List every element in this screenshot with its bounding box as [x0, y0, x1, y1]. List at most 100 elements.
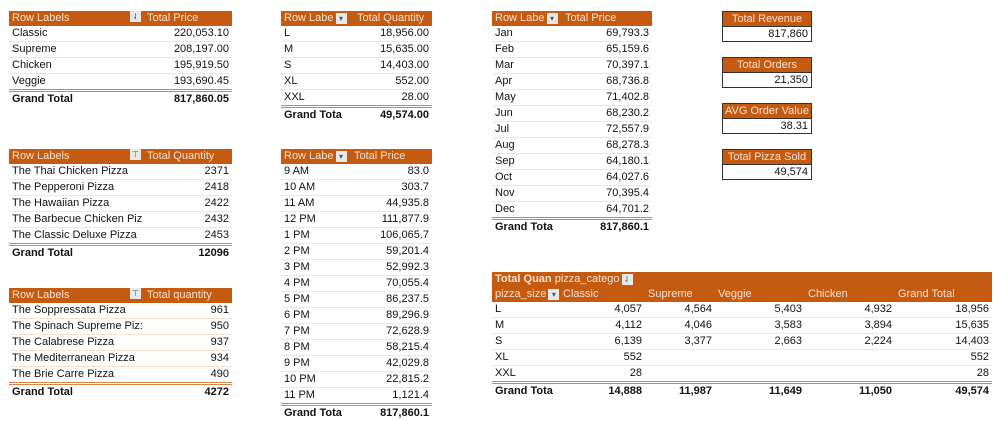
row-value[interactable]: 195,919.50 [144, 58, 232, 74]
grand-total-value[interactable]: 817,860.1 [351, 405, 432, 421]
dropdown-icon[interactable]: ▾ [547, 13, 558, 24]
row-label[interactable]: M [492, 318, 560, 334]
row-label[interactable]: 1 PM [281, 228, 351, 244]
cell-value[interactable]: 15,635 [895, 318, 992, 334]
row-label[interactable]: The Brie Carre Pizza [9, 367, 144, 384]
row-labels-header[interactable]: Row Labe▾ [281, 11, 354, 26]
row-value[interactable]: 14,403.00 [354, 58, 432, 74]
row-label[interactable]: Jul [492, 122, 562, 138]
row-value[interactable]: 303.7 [351, 180, 432, 196]
row-label[interactable]: The Mediterranean Pizza [9, 351, 144, 367]
row-value[interactable]: 208,197.00 [144, 42, 232, 58]
row-value[interactable]: 68,736.8 [562, 74, 652, 90]
cell-value[interactable] [715, 350, 805, 366]
row-value[interactable]: 937 [144, 335, 232, 351]
row-label[interactable]: Nov [492, 186, 562, 202]
cell-value[interactable] [645, 366, 715, 383]
grand-total-value[interactable]: 14,888 [560, 383, 645, 400]
row-value[interactable]: 111,877.9 [351, 212, 432, 228]
row-value[interactable]: 950 [144, 319, 232, 335]
filter-icon[interactable]: ⊤ [130, 149, 141, 160]
sort-filter-icon[interactable]: ⇃ [130, 11, 141, 22]
kpi-value[interactable]: 817,860 [723, 27, 811, 41]
row-label[interactable]: 6 PM [281, 308, 351, 324]
row-label[interactable]: The Soppressata Pizza [9, 303, 144, 319]
cell-value[interactable]: 14,403 [895, 334, 992, 350]
row-label[interactable]: 12 PM [281, 212, 351, 228]
row-label[interactable]: 11 AM [281, 196, 351, 212]
row-value[interactable]: 22,815.2 [351, 372, 432, 388]
row-value[interactable]: 70,055.4 [351, 276, 432, 292]
table-row[interactable]: The Spinach Supreme Piz:950 [9, 319, 232, 335]
row-value[interactable]: 15,635.00 [354, 42, 432, 58]
row-value[interactable]: 59,201.4 [351, 244, 432, 260]
row-value[interactable]: 490 [144, 367, 232, 384]
cell-value[interactable]: 2,663 [715, 334, 805, 350]
cell-value[interactable] [645, 350, 715, 366]
row-label[interactable]: Jun [492, 106, 562, 122]
row-value[interactable]: 2453 [144, 228, 232, 245]
row-label[interactable]: 11 PM [281, 388, 351, 405]
row-label[interactable]: The Barbecue Chicken Piz [9, 212, 144, 228]
row-value[interactable]: 2371 [144, 164, 232, 180]
row-labels-header[interactable]: Row Labe▾ [281, 149, 351, 164]
row-label[interactable]: Feb [492, 42, 562, 58]
row-value[interactable]: 2418 [144, 180, 232, 196]
row-label[interactable]: XL [492, 350, 560, 366]
cell-value[interactable]: 3,894 [805, 318, 895, 334]
cell-value[interactable]: 28 [895, 366, 992, 383]
grand-total-value[interactable]: 4272 [144, 384, 232, 401]
row-label[interactable]: Supreme [9, 42, 144, 58]
row-label[interactable]: XL [281, 74, 354, 90]
cell-value[interactable] [805, 350, 895, 366]
column-header[interactable]: Supreme [645, 287, 715, 302]
row-value[interactable]: 71,402.8 [562, 90, 652, 106]
column-header[interactable]: Chicken [805, 287, 895, 302]
row-value[interactable]: 28.00 [354, 90, 432, 107]
row-value[interactable]: 552.00 [354, 74, 432, 90]
dropdown-icon[interactable]: ▾ [336, 13, 347, 24]
row-value[interactable]: 220,053.10 [144, 26, 232, 42]
row-value[interactable]: 193,690.45 [144, 74, 232, 91]
row-label[interactable]: Oct [492, 170, 562, 186]
grand-total-value[interactable]: 11,987 [645, 383, 715, 400]
row-value[interactable]: 18,956.00 [354, 26, 432, 42]
cell-value[interactable]: 552 [560, 350, 645, 366]
row-value[interactable]: 2432 [144, 212, 232, 228]
row-label[interactable]: Mar [492, 58, 562, 74]
row-value[interactable]: 64,180.1 [562, 154, 652, 170]
row-label[interactable]: 4 PM [281, 276, 351, 292]
row-value[interactable]: 2422 [144, 196, 232, 212]
grand-total-value[interactable]: 817,860.05 [144, 91, 232, 108]
row-label[interactable]: 5 PM [281, 292, 351, 308]
cell-value[interactable]: 4,564 [645, 302, 715, 318]
row-value[interactable]: 64,027.6 [562, 170, 652, 186]
row-field-header[interactable]: pizza_size▾ [492, 287, 560, 302]
